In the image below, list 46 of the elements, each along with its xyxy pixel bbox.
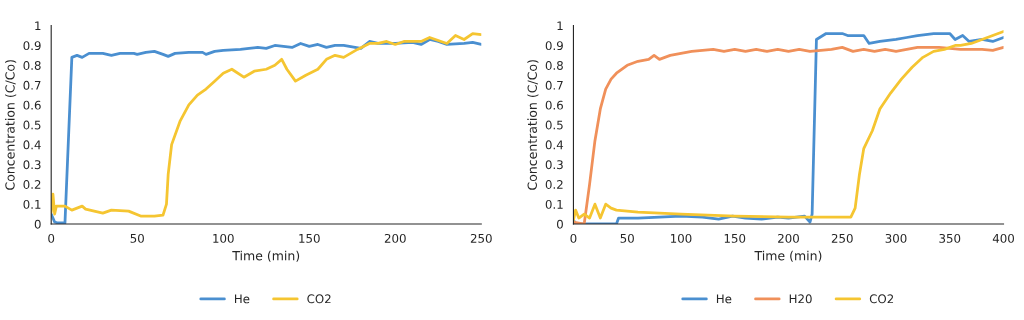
- y-tick-label: 0.1: [23, 199, 41, 209]
- y-axis-title: Concentration (C/Co): [527, 60, 539, 190]
- legend-label: H20: [789, 294, 812, 304]
- x-axis-title: Time (min): [754, 250, 822, 262]
- legend-label: He: [716, 294, 732, 304]
- y-tick-label: 0.4: [23, 140, 41, 150]
- x-tick-label: 200: [778, 233, 799, 243]
- y-tick-label: 0.2: [545, 180, 563, 189]
- x-tick-label: 0: [570, 233, 577, 243]
- y-tick-label: 0.1: [545, 199, 563, 209]
- x-tick-label: 250: [831, 233, 853, 243]
- y-tick-label: 0.7: [545, 80, 563, 90]
- x-tick-label: 350: [939, 233, 961, 243]
- y-tick-label: 0.9: [23, 41, 41, 51]
- y-tick-label: 0.7: [23, 80, 41, 90]
- y-tick-label: 0.6: [545, 100, 563, 110]
- legend-label: He: [235, 294, 250, 304]
- x-tick-label: 100: [670, 233, 692, 243]
- y-tick-label: 0.5: [23, 120, 41, 130]
- x-tick-label: 50: [620, 233, 634, 243]
- y-axis-title: Concentration (C/Co): [5, 60, 17, 190]
- x-tick-label: 100: [213, 233, 234, 243]
- x-tick-label: 0: [48, 233, 55, 243]
- x-tick-label: 200: [384, 233, 406, 243]
- y-tick-label: 0.9: [545, 41, 563, 51]
- y-tick-label: 0.8: [23, 61, 41, 70]
- legend-label: CO2: [307, 294, 331, 304]
- legend-label: CO2: [869, 294, 894, 304]
- y-tick-label: 0: [34, 219, 41, 229]
- x-tick-label: 300: [885, 233, 907, 243]
- x-tick-label: 50: [130, 233, 144, 243]
- x-tick-label: 150: [299, 233, 320, 243]
- x-tick-label: 250: [470, 233, 492, 243]
- x-tick-label: 150: [724, 233, 746, 243]
- y-tick-label: 0.3: [545, 160, 563, 170]
- y-tick-label: 0.3: [23, 160, 41, 170]
- y-tick-label: 1: [35, 21, 41, 31]
- x-axis-title: Time (min): [232, 250, 300, 262]
- y-tick-label: 0.2: [23, 180, 41, 189]
- y-tick-label: 0: [556, 219, 563, 229]
- y-tick-label: 0.6: [23, 100, 41, 110]
- y-tick-label: 1: [557, 21, 563, 31]
- y-tick-label: 0.4: [545, 140, 564, 150]
- y-tick-label: 0.5: [545, 120, 563, 130]
- y-tick-label: 0.8: [545, 61, 563, 70]
- x-tick-label: 400: [992, 233, 1014, 243]
